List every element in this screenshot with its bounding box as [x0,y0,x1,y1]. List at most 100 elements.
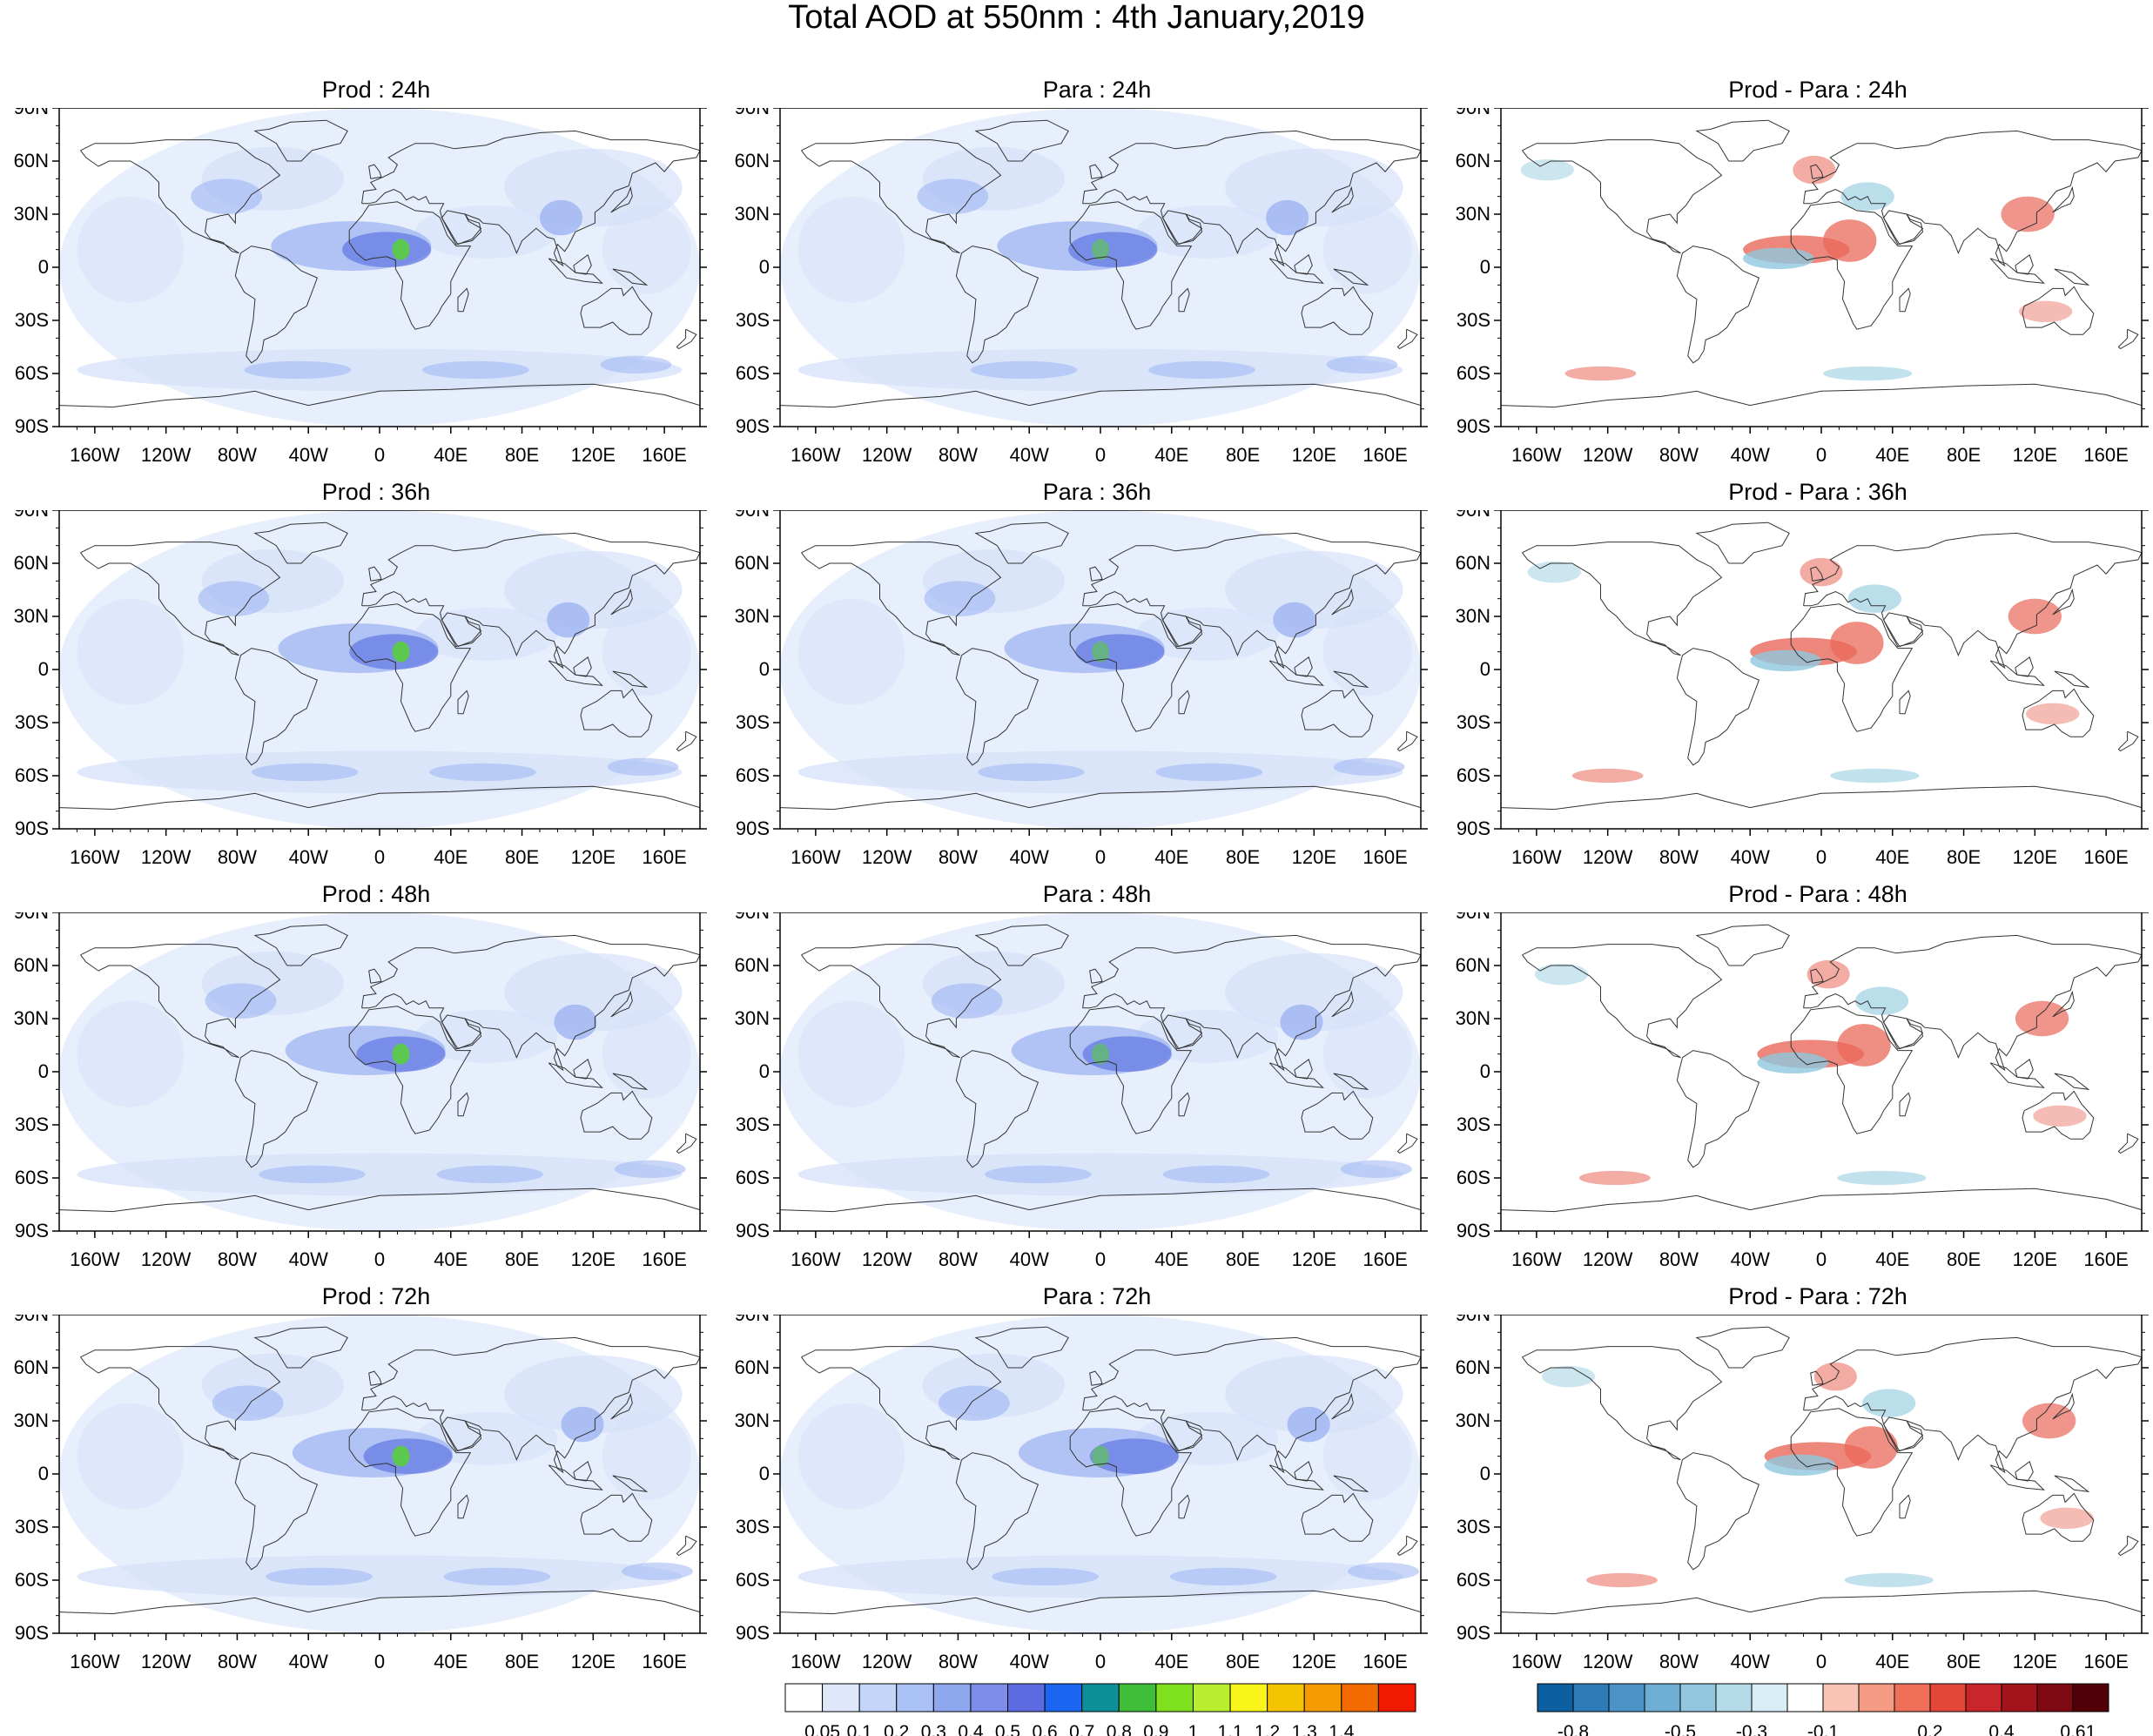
map-plot: 90N 60N 30N 0 30S 60S 90S 160W 120W 80W 40W 0 40E 80E… [735,1315,1428,1672]
map-panel-para-72h: Para : 72h 90N 60N 30N 0 30S 60S 90S 160W 120W 80W… [721,1283,1442,1684]
coastline-new-guinea [612,1475,649,1493]
colorbar-box [1044,1683,1083,1712]
colorbar-box [1786,1683,1824,1712]
coastline-south-america [234,246,319,364]
coastline-madagascar [1899,287,1911,313]
lon-tick-label: 80W [939,444,978,466]
colorbar-box [1118,1683,1157,1712]
coastline-indonesia [1268,660,1324,686]
coastlines [780,1326,1421,1615]
lon-tick-label: 40E [1154,444,1188,466]
coastline-new-guinea [1333,268,1369,286]
colorbar-label: 0.3 [921,1722,946,1736]
coastline-africa [1790,201,1914,330]
lat-tick-label: 30N [14,1007,49,1029]
coastline-borneo [2015,253,2034,275]
aod-field [780,510,1421,829]
lon-tick-label: 40W [289,444,328,466]
map-panel-para-24h: Para : 24h 90N 60N 30N 0 30S 60S 90S 160W 120W 80W… [721,77,1442,477]
colorbar-box [2001,1683,2038,1712]
colorbar-box [2036,1683,2074,1712]
lon-tick-label: 40E [1154,846,1188,868]
coastlines [59,521,700,811]
coastline-japan [610,185,633,213]
lon-tick-label: 120W [141,846,192,868]
colorbar-label: 1.1 [1217,1722,1242,1736]
lat-tick-label: 0 [1480,1463,1490,1484]
coastline-europe-asia [1082,532,1421,670]
lon-tick-label: 0 [1816,1248,1827,1270]
coastline-new-zealand [676,1133,697,1154]
coastline-australia [580,286,653,335]
map-plot: 90N 60N 30N 0 30S 60S 90S 160W 120W 80W 40W 0 40E 80E… [14,912,707,1270]
colorbar-box [1858,1683,1895,1712]
lat-tick-label: 90N [1456,108,1490,118]
lat-tick-label: 30N [14,605,49,627]
coastline-south-america [1676,1452,1760,1571]
colorbar-label: 1 [1188,1722,1199,1736]
coastline-japan [1331,990,1354,1018]
lat-tick-label: 60S [15,1167,49,1188]
lon-tick-label: 0 [1095,444,1106,466]
map-panel-prod-36h: Prod : 36h 90N 60N 30N 0 30S 60S 90S 160W 120W 80W… [0,479,721,879]
lon-tick-label: 40E [1875,846,1909,868]
lat-tick-label: 60N [1456,954,1490,976]
coastline-africa [1069,1408,1193,1537]
coastline-antarctica [59,785,700,811]
lon-tick-label: 120E [2013,444,2057,466]
coastline-africa [1069,1006,1193,1134]
lat-tick-label: 60S [736,1569,770,1591]
lat-tick-label: 0 [38,256,49,278]
map-plot: 90N 60N 30N 0 30S 60S 90S 160W 120W 80W 40W 0 40E 80E… [735,108,1428,466]
lon-tick-label: 80W [1659,846,1699,868]
coastline-greenland [974,924,1069,966]
coastline-africa [348,603,472,732]
lat-tick-label: 30N [735,203,770,225]
coastline-japan [2052,185,2075,213]
panel-title: Prod - Para : 72h [1728,1283,1907,1309]
lon-tick-label: 40E [1875,1651,1909,1672]
coastline-north-america [1522,542,1723,656]
coastline-uk [368,566,382,582]
lat-tick-label: 30S [736,711,770,733]
coastline-japan [610,588,633,616]
coastline-indonesia [548,258,603,284]
coastline-north-america [80,139,281,254]
coastline-greenland [253,521,348,564]
colorbar-label: 0.9 [1143,1722,1168,1736]
lat-tick-label: 60S [1457,1569,1490,1591]
lat-tick-label: 90S [736,415,770,437]
coastline-australia [2022,688,2095,737]
coastline-indonesia [1989,1464,2045,1490]
panel-title: Prod - Para : 36h [1728,479,1907,505]
lat-tick-label: 60N [735,954,770,976]
coastline-madagascar [1899,1092,1911,1117]
coastline-antarctica [780,383,1421,408]
lat-tick-label: 60N [14,552,49,574]
coastline-europe-asia [361,130,700,267]
coastline-uk [1089,566,1103,582]
colorbar-label: 0.05 [804,1722,840,1736]
coastline-japan [2052,588,2075,616]
lat-tick-label: 0 [759,256,770,278]
coastline-europe-asia [1082,130,1421,267]
lat-tick-label: 90S [15,1220,49,1241]
panel-title: Para : 72h [1042,1283,1152,1309]
coastline-south-america [1676,246,1760,364]
coastline-north-america [1522,139,1723,254]
lat-tick-label: 60S [1457,764,1490,786]
aod-colorbar: 0.05 0.1 0.2 0.3 0.4 0.5 0.6 0.7 0.8 0.9 1 1.1 1.2 1.… [784,1683,1416,1736]
lon-tick-label: 160E [2083,1248,2128,1270]
coastlines [1501,924,2142,1213]
lat-tick-label: 90S [15,1622,49,1644]
colorbar-box [1822,1683,1860,1712]
coastline-japan [610,990,633,1018]
coastline-borneo [573,253,592,275]
lon-tick-label: 80E [505,444,539,466]
colorbar-label: 0.6 [2060,1722,2085,1736]
coastline-europe-asia [1803,532,2142,670]
lon-tick-label: 80E [505,846,539,868]
colorbar-box [1894,1683,1931,1712]
colorbar-label: -0.1 [1807,1722,1839,1736]
lon-tick-label: 40E [434,846,468,868]
